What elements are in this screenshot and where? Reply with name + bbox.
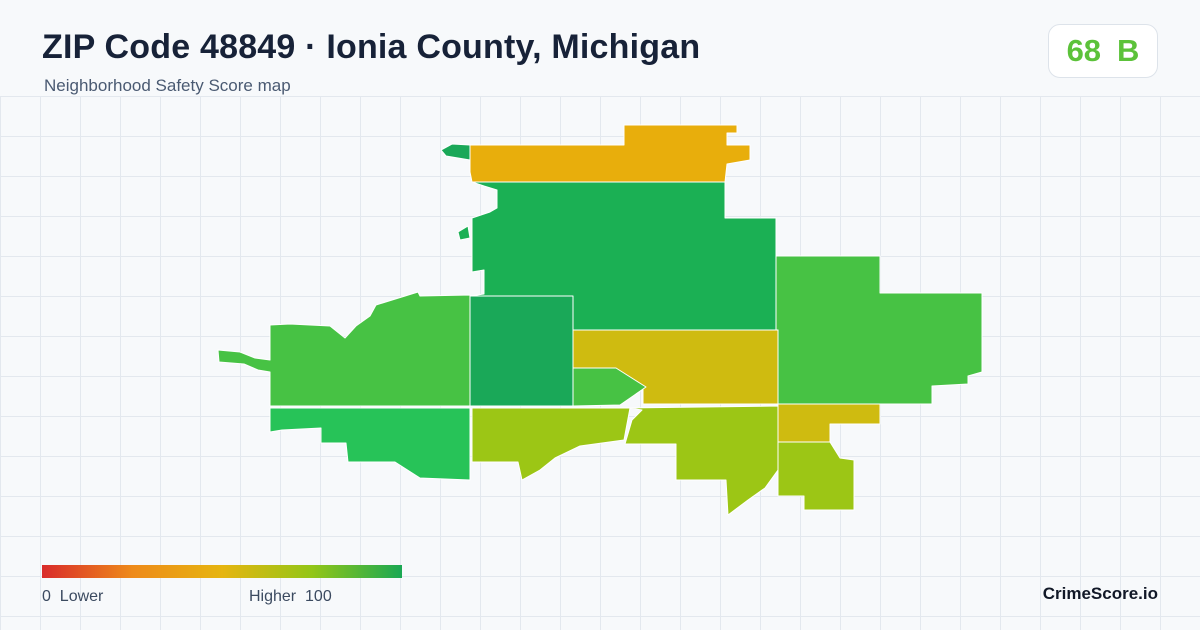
map-region-east[interactable] [775,255,983,405]
map-region-northwest-nub[interactable] [440,143,471,161]
legend-gradient-bar [42,565,402,578]
map-region-south-center-right[interactable] [624,405,779,516]
legend-max-value: 100 [305,588,332,605]
legend-lower-text: Lower [59,588,104,605]
map-region-west[interactable] [217,291,471,407]
page-subtitle: Neighborhood Safety Score map [44,76,291,95]
legend-min-value: 0 [42,588,51,605]
score-grade: B [1117,33,1140,68]
score-value: 68 [1066,33,1102,68]
map-region-north-strip[interactable] [469,124,751,183]
map-region-southwest[interactable] [269,407,471,481]
map-region-center-arrow[interactable] [572,367,647,407]
brand-label: CrimeScore.io [1042,584,1158,603]
legend-low-label: 0 Lower [42,588,103,606]
legend-higher-text: Higher [249,588,297,605]
safety-score-badge: 68 B [1048,24,1158,78]
legend-high-label: Higher 100 [249,588,332,606]
map-region-central-west[interactable] [469,295,574,407]
map-region-southeast-lower[interactable] [777,441,855,511]
map-region-south-center-left[interactable] [471,407,631,481]
map-region-west-island[interactable] [457,225,471,241]
map-region-southeast-small[interactable] [777,403,881,443]
page-title: ZIP Code 48849 · Ionia County, Michigan [42,28,701,66]
